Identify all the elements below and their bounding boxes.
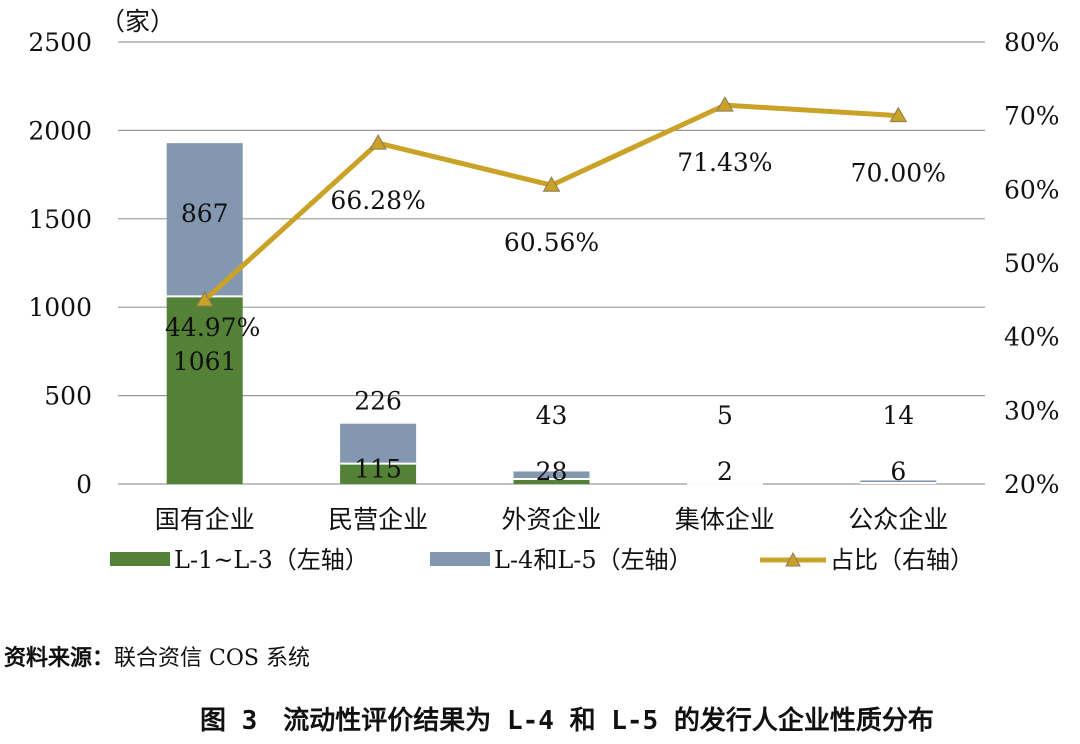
left-tick-label: 2000 <box>28 116 92 145</box>
ratio-marker <box>195 291 214 307</box>
legend-marker-ratio <box>785 551 801 567</box>
category-label: 民营企业 <box>328 505 428 534</box>
right-tick-label: 50% <box>1004 249 1060 278</box>
bar-l4-l5 <box>860 480 937 483</box>
data-label-l1-l3: 115 <box>354 455 402 484</box>
legend: L-1~L-3（左轴） L-4和L-5（左轴） 占比（右轴） <box>110 546 974 574</box>
data-label-ratio: 44.97% <box>165 313 260 342</box>
data-label-l4-l5: 5 <box>717 401 733 430</box>
category-label: 国有企业 <box>155 505 255 534</box>
data-label-ratio: 71.43% <box>677 148 772 177</box>
y-unit-label: （家） <box>100 7 175 36</box>
ratio-marker <box>716 96 734 112</box>
ratio-polyline <box>203 102 899 302</box>
legend-swatch-l1-l3 <box>110 552 170 566</box>
bar-l1-l3 <box>166 296 243 484</box>
bar-l1-l3 <box>340 463 417 484</box>
data-labels: 1061 867 115 226 28 43 2 5 6 14 44.97% 66.28% 60.56%… <box>165 148 946 486</box>
data-label-l1-l3: 2 <box>717 457 733 486</box>
category-label: 外资企业 <box>501 505 601 534</box>
legend-label-ratio: 占比（右轴） <box>830 546 974 574</box>
right-tick-label: 30% <box>1004 396 1060 425</box>
left-tick-label: 2500 <box>28 28 92 57</box>
data-label-l4-l5: 14 <box>882 401 914 430</box>
bar-l4-l5 <box>340 423 417 464</box>
bar-l4-l5 <box>513 471 590 480</box>
gridlines <box>118 41 985 485</box>
category-label: 公众企业 <box>848 505 948 534</box>
right-tick-label: 40% <box>1004 323 1060 352</box>
ratio-marker <box>889 106 908 123</box>
category-label: 集体企业 <box>675 505 775 534</box>
bar-l1-l3 <box>513 479 590 484</box>
data-label-ratio: 70.00% <box>851 159 946 188</box>
data-label-l1-l3: 6 <box>890 457 906 486</box>
right-tick-label: 70% <box>1004 102 1060 131</box>
legend-label-l1-l3: L-1~L-3（左轴） <box>174 546 369 574</box>
ratio-marker <box>369 134 387 150</box>
legend-swatch-l4-l5 <box>430 552 490 566</box>
axes: 0 500 1000 1500 2000 2500 20% 30% 40% 50% 60% 70% 80… <box>28 28 1059 534</box>
left-tick-label: 1500 <box>28 205 92 234</box>
ratio-marker <box>542 176 561 192</box>
source-prefix: 资料来源： <box>4 645 115 671</box>
figure-title: 图 3 流动性评价结果为 L-4 和 L-5 的发行人企业性质分布 <box>200 706 934 736</box>
data-label-ratio: 66.28% <box>330 186 425 215</box>
data-label-ratio: 60.56% <box>504 228 599 257</box>
left-tick-label: 1000 <box>28 293 92 322</box>
left-tick-label: 0 <box>76 470 92 499</box>
chart: 1061 867 115 226 28 43 2 5 6 14 44.97% 66.28% 60.56%… <box>28 7 1059 574</box>
data-label-l4-l5: 43 <box>536 401 568 430</box>
data-label-l1-l3: 1061 <box>173 347 237 376</box>
bar-l4-l5 <box>166 143 243 297</box>
data-label-l4-l5: 867 <box>181 199 229 228</box>
source-note: 资料来源：联合资信 COS 系统 <box>4 640 310 672</box>
data-label-l4-l5: 226 <box>354 387 402 416</box>
right-tick-label: 60% <box>1004 175 1060 204</box>
bars <box>166 143 937 485</box>
right-tick-label: 80% <box>1004 28 1060 57</box>
left-tick-label: 500 <box>44 382 92 411</box>
right-tick-label: 20% <box>1004 470 1060 499</box>
source-name: 联合资信 COS 系统 <box>114 646 310 671</box>
ratio-line <box>195 96 908 307</box>
legend-label-l4-l5: L-4和L-5（左轴） <box>494 546 693 574</box>
data-label-l1-l3: 28 <box>536 457 568 486</box>
